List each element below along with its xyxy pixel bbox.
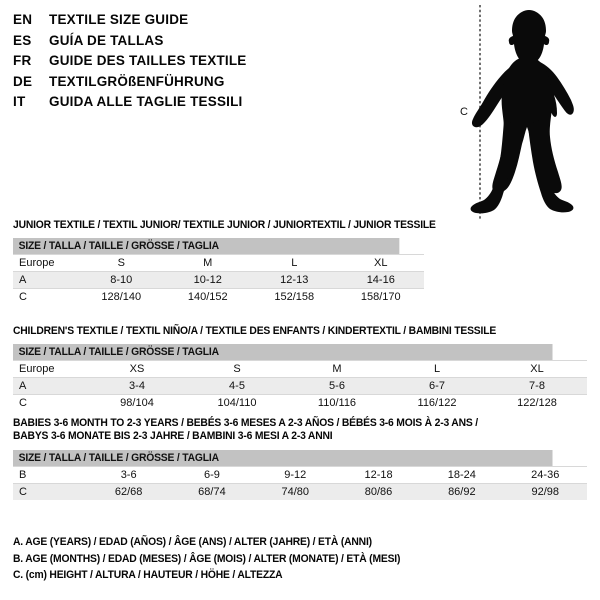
svg-text:C: C — [460, 106, 468, 118]
